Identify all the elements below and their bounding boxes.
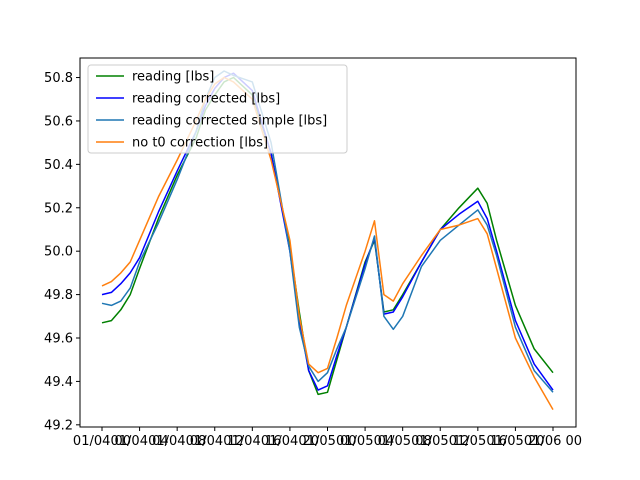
x-tick-label: 01/04 20 <box>261 434 319 449</box>
y-tick-label: 50.8 <box>44 71 73 86</box>
x-tick-label: 01/04 04 <box>111 434 169 449</box>
y-tick-label: 50.4 <box>44 158 73 173</box>
y-tick-label: 49.8 <box>44 288 73 303</box>
series-line-3 <box>101 70 554 393</box>
x-tick-label: 01/04 08 <box>148 434 206 449</box>
y-tick-label: 50.2 <box>44 201 73 216</box>
legend-label: reading [lbs] <box>132 70 214 85</box>
x-tick-label: 01/04 00 <box>73 434 131 449</box>
legend-label: reading corrected simple [lbs] <box>132 114 327 129</box>
series-line-2 <box>101 72 554 391</box>
y-tick-label: 49.4 <box>44 375 73 390</box>
series-layer <box>101 70 554 410</box>
x-tick-label: 01/05 12 <box>411 434 469 449</box>
y-tick-label: 50.6 <box>44 114 73 129</box>
series-line-1 <box>101 76 554 396</box>
series-line-4 <box>101 76 554 410</box>
x-tick-label: 01/05 20 <box>486 434 544 449</box>
legend-label: no t0 correction [lbs] <box>132 136 268 151</box>
x-tick-label: 01/05 08 <box>374 434 432 449</box>
x-tick-label: 01/06 00 <box>524 434 582 449</box>
legend-label: reading corrected [lbs] <box>132 92 280 107</box>
y-tick-label: 49.6 <box>44 332 73 347</box>
axes-layer: 49.2 49.4 49.6 49.8 50.0 50.2 50.4 50.6 50.8 01/0… <box>44 57 582 449</box>
x-tick-label: 01/05 00 <box>298 434 356 449</box>
x-tick-label: 01/04 16 <box>223 434 281 449</box>
x-tick-label: 01/05 04 <box>336 434 394 449</box>
legend-box <box>87 64 348 154</box>
x-tick-label: 01/05 16 <box>449 434 507 449</box>
y-tick-label: 49.2 <box>44 418 73 433</box>
legend: reading [lbs] reading corrected [lbs] read… <box>87 64 348 154</box>
y-tick-label: 50.0 <box>44 245 73 260</box>
x-tick-label: 01/04 12 <box>186 434 244 449</box>
